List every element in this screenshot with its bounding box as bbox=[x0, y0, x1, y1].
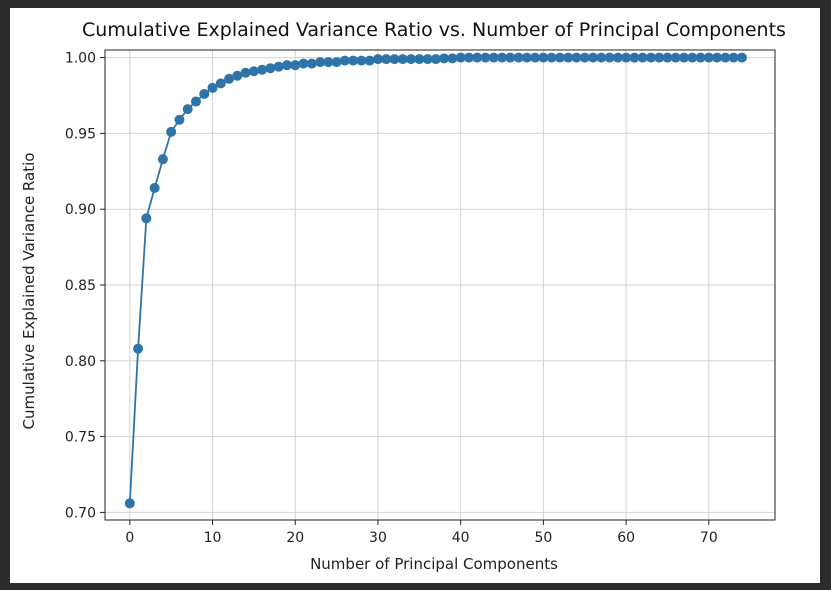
data-point bbox=[331, 57, 342, 68]
data-point bbox=[149, 182, 160, 193]
data-point bbox=[298, 58, 309, 69]
data-point bbox=[687, 52, 698, 63]
data-point bbox=[637, 52, 648, 63]
data-point bbox=[736, 52, 747, 63]
data-point bbox=[166, 126, 177, 137]
data-point bbox=[414, 54, 425, 65]
data-point bbox=[430, 54, 441, 65]
data-point bbox=[190, 96, 201, 107]
data-point bbox=[579, 52, 590, 63]
chart-title: Cumulative Explained Variance Ratio vs. … bbox=[82, 19, 786, 41]
data-point bbox=[257, 64, 268, 75]
data-point bbox=[290, 60, 301, 71]
data-point bbox=[281, 60, 292, 71]
x-tick-label: 30 bbox=[369, 530, 387, 546]
data-point bbox=[546, 52, 557, 63]
data-point bbox=[588, 52, 599, 63]
chart: Cumulative Explained Variance Ratio vs. … bbox=[20, 19, 786, 573]
data-point bbox=[679, 52, 690, 63]
data-point bbox=[488, 52, 499, 63]
data-point bbox=[232, 70, 243, 81]
data-point bbox=[348, 55, 359, 66]
data-point bbox=[215, 78, 226, 89]
data-point bbox=[306, 58, 317, 69]
data-point bbox=[505, 52, 516, 63]
data-point bbox=[157, 154, 168, 165]
y-axis-label: Cumulative Explained Variance Ratio bbox=[20, 153, 38, 430]
data-point bbox=[199, 88, 210, 99]
x-tick-label: 70 bbox=[700, 530, 718, 546]
data-point bbox=[364, 55, 375, 66]
data-point bbox=[182, 104, 193, 115]
data-point bbox=[513, 52, 524, 63]
data-point bbox=[563, 52, 574, 63]
data-point bbox=[728, 52, 739, 63]
data-point bbox=[240, 67, 251, 78]
data-point bbox=[207, 82, 218, 93]
data-point bbox=[315, 57, 326, 68]
data-point bbox=[720, 52, 731, 63]
data-point bbox=[455, 52, 466, 63]
data-point bbox=[124, 498, 135, 509]
data-point bbox=[654, 52, 665, 63]
data-point bbox=[381, 54, 392, 65]
x-tick-label: 60 bbox=[617, 530, 635, 546]
data-point bbox=[554, 52, 565, 63]
data-point bbox=[273, 61, 284, 72]
data-point bbox=[463, 52, 474, 63]
data-point bbox=[712, 52, 723, 63]
data-point bbox=[133, 343, 144, 354]
data-point bbox=[662, 52, 673, 63]
data-point bbox=[389, 54, 400, 65]
x-tick-label: 40 bbox=[452, 530, 470, 546]
x-tick-label: 20 bbox=[286, 530, 304, 546]
data-point bbox=[356, 55, 367, 66]
data-point bbox=[571, 52, 582, 63]
data-point bbox=[339, 55, 350, 66]
axis-ticks: 0 10 20 30 40 50 60 70 0.70 0.75 0.80 0.85 0.90 0.95 1… bbox=[65, 51, 718, 546]
data-point bbox=[596, 52, 607, 63]
data-point bbox=[538, 52, 549, 63]
data-point bbox=[703, 52, 714, 63]
data-point bbox=[406, 54, 417, 65]
y-tick-label: 1.00 bbox=[65, 51, 96, 67]
x-tick-label: 0 bbox=[125, 530, 134, 546]
data-point bbox=[372, 54, 383, 65]
data-point bbox=[695, 52, 706, 63]
data-point bbox=[439, 53, 450, 64]
grid bbox=[105, 50, 775, 520]
data-point bbox=[480, 52, 491, 63]
y-tick-label: 0.70 bbox=[65, 505, 96, 521]
series bbox=[124, 52, 747, 509]
data-point bbox=[141, 213, 152, 224]
y-tick-label: 0.95 bbox=[65, 126, 96, 142]
data-point bbox=[397, 54, 408, 65]
data-point bbox=[497, 52, 508, 63]
data-point bbox=[621, 52, 632, 63]
x-tick-label: 10 bbox=[204, 530, 222, 546]
y-tick-label: 0.80 bbox=[65, 354, 96, 370]
x-axis-label: Number of Principal Components bbox=[310, 555, 558, 573]
data-point bbox=[530, 52, 541, 63]
data-point bbox=[604, 52, 615, 63]
figure: Cumulative Explained Variance Ratio vs. … bbox=[10, 8, 820, 583]
data-point bbox=[629, 52, 640, 63]
data-point bbox=[612, 52, 623, 63]
data-point bbox=[472, 52, 483, 63]
data-point bbox=[224, 73, 235, 84]
data-point bbox=[670, 52, 681, 63]
data-point bbox=[265, 63, 276, 74]
data-point bbox=[422, 54, 433, 65]
x-tick-label: 50 bbox=[534, 530, 552, 546]
data-point bbox=[323, 57, 334, 68]
data-point bbox=[645, 52, 656, 63]
y-tick-label: 0.75 bbox=[65, 430, 96, 446]
data-point bbox=[174, 114, 185, 125]
y-tick-label: 0.85 bbox=[65, 278, 96, 294]
data-point bbox=[447, 53, 458, 64]
data-point bbox=[521, 52, 532, 63]
data-point bbox=[248, 66, 259, 77]
y-tick-label: 0.90 bbox=[65, 202, 96, 218]
